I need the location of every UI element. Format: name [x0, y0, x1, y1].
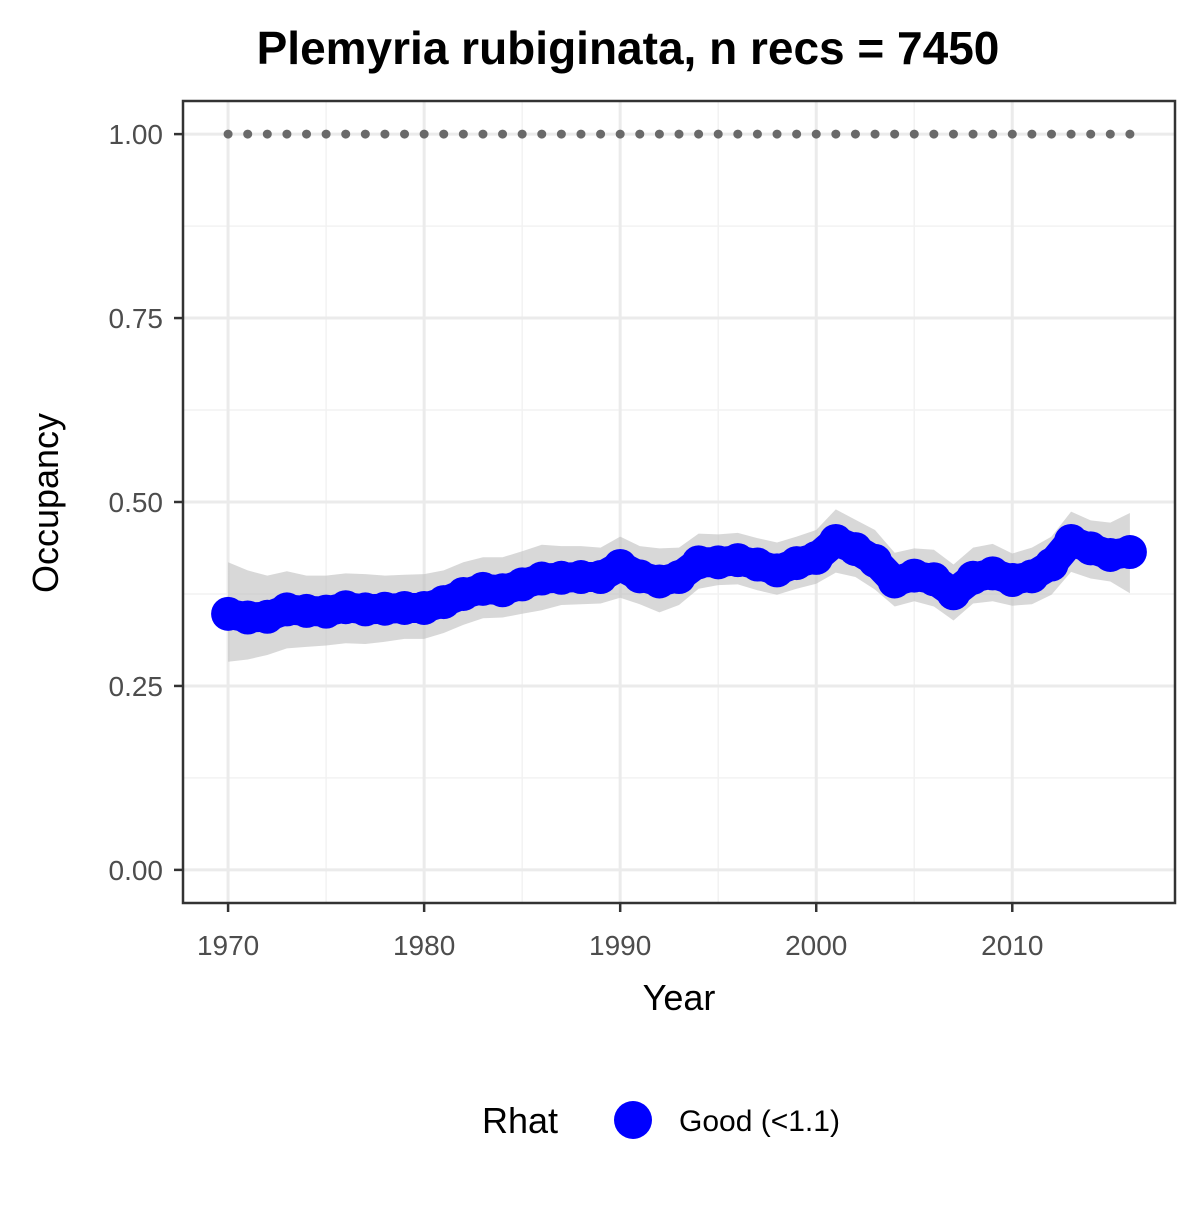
- y-tick-label: 0.75: [109, 303, 164, 334]
- reference-point: [1105, 129, 1115, 139]
- reference-point: [1007, 129, 1017, 139]
- reference-point: [635, 129, 645, 139]
- x-tick-label: 1980: [393, 930, 455, 961]
- reference-point: [890, 129, 900, 139]
- reference-point: [792, 129, 802, 139]
- reference-point: [262, 129, 272, 139]
- reference-point: [419, 129, 429, 139]
- x-axis-title: Year: [643, 977, 716, 1018]
- reference-point: [831, 129, 841, 139]
- reference-point: [870, 129, 880, 139]
- plot-area: 1970 1980 1990 2000 2010 0.00 0.25 0.50 0.75 1.00: [109, 99, 1177, 961]
- reference-point: [1066, 129, 1076, 139]
- reference-point: [615, 129, 625, 139]
- reference-point: [713, 129, 723, 139]
- y-tick-label: 0.50: [109, 487, 164, 518]
- y-tick-label: 1.00: [109, 119, 164, 150]
- reference-point: [537, 129, 547, 139]
- reference-point: [556, 129, 566, 139]
- reference-point: [772, 129, 782, 139]
- legend: Rhat Good (<1.1): [482, 1100, 840, 1141]
- x-tick-label: 1970: [197, 930, 259, 961]
- reference-point: [909, 129, 919, 139]
- reference-point: [1086, 129, 1096, 139]
- reference-point: [654, 129, 664, 139]
- reference-point: [517, 129, 527, 139]
- reference-point: [439, 129, 449, 139]
- reference-point: [694, 129, 704, 139]
- y-tick-label: 0.00: [109, 855, 164, 886]
- y-tick-label: 0.25: [109, 671, 164, 702]
- chart-title: Plemyria rubiginata, n recs = 7450: [257, 22, 1000, 74]
- legend-title: Rhat: [482, 1100, 558, 1141]
- x-tick-label: 2010: [981, 930, 1043, 961]
- reference-point: [458, 129, 468, 139]
- reference-point: [1027, 129, 1037, 139]
- y-axis-title: Occupancy: [25, 413, 66, 593]
- reference-point: [282, 129, 292, 139]
- reference-point: [498, 129, 508, 139]
- reference-point: [341, 129, 351, 139]
- reference-point: [752, 129, 762, 139]
- x-tick-label: 2000: [785, 930, 847, 961]
- occupancy-point: [1034, 547, 1069, 582]
- reference-point: [360, 129, 370, 139]
- reference-point: [1125, 129, 1135, 139]
- reference-point: [968, 129, 978, 139]
- reference-point: [302, 129, 312, 139]
- reference-point: [576, 129, 586, 139]
- reference-point: [243, 129, 253, 139]
- reference-point: [988, 129, 998, 139]
- reference-point: [1046, 129, 1056, 139]
- reference-point: [478, 129, 488, 139]
- reference-point: [400, 129, 410, 139]
- reference-point: [321, 129, 331, 139]
- reference-point: [223, 129, 233, 139]
- reference-point: [811, 129, 821, 139]
- reference-point: [674, 129, 684, 139]
- reference-point: [929, 129, 939, 139]
- legend-key-good: [614, 1101, 652, 1139]
- legend-label-good: Good (<1.1): [679, 1105, 840, 1138]
- reference-point: [380, 129, 390, 139]
- occupancy-point: [1112, 535, 1147, 570]
- reference-point: [850, 129, 860, 139]
- reference-point: [596, 129, 606, 139]
- reference-point: [733, 129, 743, 139]
- x-tick-label: 1990: [589, 930, 651, 961]
- reference-point: [948, 129, 958, 139]
